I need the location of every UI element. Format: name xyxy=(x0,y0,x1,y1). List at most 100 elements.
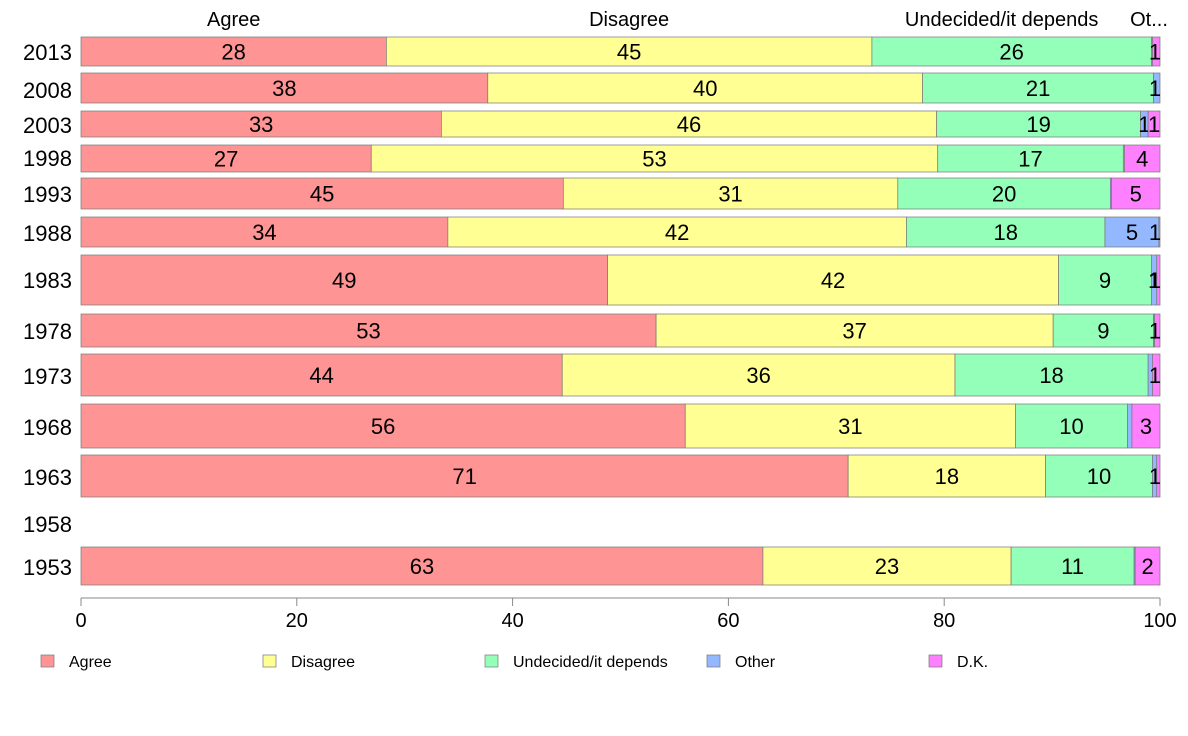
data-label: 2 xyxy=(1141,554,1153,579)
bar-segment xyxy=(80,110,442,138)
data-label: 10 xyxy=(1059,414,1083,439)
data-label: 3 xyxy=(1140,414,1152,439)
data-label: 36 xyxy=(746,363,770,388)
bar-segment xyxy=(1010,546,1135,586)
bar-segment xyxy=(80,177,564,210)
data-label: 37 xyxy=(842,319,866,344)
legend-label: Undecided/it depends xyxy=(513,654,668,671)
x-tick-label: 20 xyxy=(286,610,308,632)
legend-swatch xyxy=(40,654,55,668)
top-category-label: Ot... xyxy=(1130,9,1168,31)
data-label: 34 xyxy=(252,220,276,245)
bar-segment xyxy=(80,546,764,586)
legend-swatch xyxy=(484,654,499,668)
data-label: 17 xyxy=(1018,147,1042,172)
data-label: 40 xyxy=(693,76,717,101)
data-label: 38 xyxy=(272,76,296,101)
bar-segment xyxy=(1111,177,1161,210)
data-label: 20 xyxy=(992,182,1016,207)
data-label: 9 xyxy=(1097,319,1109,344)
data-label: 27 xyxy=(214,147,238,172)
data-label: 1 xyxy=(1138,112,1150,137)
x-tick-label: 0 xyxy=(75,610,86,632)
data-label: 1 xyxy=(1149,464,1161,489)
data-label: 18 xyxy=(1039,363,1063,388)
x-tick-label: 60 xyxy=(717,610,739,632)
data-label: 23 xyxy=(875,554,899,579)
data-label: 18 xyxy=(935,464,959,489)
bar-segment xyxy=(1147,110,1161,138)
data-label: 19 xyxy=(1026,112,1050,137)
bar-segment xyxy=(906,216,1106,248)
bar-segment xyxy=(1124,144,1161,173)
bar-segment xyxy=(937,144,1124,173)
data-label: 46 xyxy=(677,112,701,137)
data-label: 28 xyxy=(221,40,245,65)
data-label: 31 xyxy=(838,414,862,439)
data-label: 31 xyxy=(718,182,742,207)
bar-segment xyxy=(684,403,1016,449)
y-tick-label: 1968 xyxy=(23,415,72,440)
data-label: 56 xyxy=(371,414,395,439)
x-tick-label: 100 xyxy=(1143,610,1176,632)
bar-segment xyxy=(80,353,563,397)
y-tick-label: 1988 xyxy=(23,221,72,246)
y-tick-label: 1973 xyxy=(23,364,72,389)
data-label: 1 xyxy=(1149,268,1161,293)
bar-segment xyxy=(487,72,923,104)
legend-label: Agree xyxy=(69,654,112,671)
data-label: 1 xyxy=(1149,363,1161,388)
x-tick-label: 40 xyxy=(501,610,523,632)
y-tick-label: 1993 xyxy=(23,182,72,207)
bar-segment xyxy=(562,177,899,210)
bar-segment xyxy=(1127,403,1133,449)
legend-swatch xyxy=(706,654,721,668)
bar-segment xyxy=(1015,403,1128,449)
y-tick-label: 1983 xyxy=(23,268,72,293)
y-tick-label: 2003 xyxy=(23,113,72,138)
data-label: 1 xyxy=(1149,40,1161,65)
y-tick-label: 1963 xyxy=(23,465,72,490)
bar-segment xyxy=(847,454,1046,498)
bar-segment xyxy=(561,353,956,397)
bar-segment xyxy=(871,36,1152,67)
data-label: 4 xyxy=(1136,147,1148,172)
top-category-label: Disagree xyxy=(589,9,669,31)
bar-segment xyxy=(1153,72,1161,104)
data-label: 9 xyxy=(1099,268,1111,293)
y-tick-label: 1958 xyxy=(23,512,72,537)
data-label: 5 xyxy=(1126,220,1138,245)
data-label: 11 xyxy=(1061,554,1084,579)
bar-segment xyxy=(80,36,387,67)
bar-segment xyxy=(922,72,1154,104)
bar-segment xyxy=(1052,313,1154,348)
data-label: 45 xyxy=(617,40,641,65)
data-label: 18 xyxy=(993,220,1017,245)
bar-segment xyxy=(607,254,1059,306)
y-tick-label: 1978 xyxy=(23,319,72,344)
bar-segment xyxy=(936,110,1141,138)
bar-segment xyxy=(80,72,489,104)
bar-segment xyxy=(1156,454,1161,498)
data-label: 10 xyxy=(1087,464,1111,489)
bar-segment xyxy=(80,313,657,348)
data-label: 42 xyxy=(665,220,689,245)
y-tick-label: 1953 xyxy=(23,555,72,580)
bar-segment xyxy=(1131,403,1161,449)
data-label: 49 xyxy=(332,268,356,293)
data-label: 44 xyxy=(309,363,333,388)
bar-segment xyxy=(1104,216,1160,248)
bar-segment xyxy=(1134,546,1161,586)
data-label: 1 xyxy=(1149,220,1161,245)
bar-segment xyxy=(80,403,686,449)
data-label: 71 xyxy=(452,464,476,489)
bar-segment xyxy=(370,144,939,173)
x-tick-label: 80 xyxy=(933,610,955,632)
data-label: 1 xyxy=(1149,76,1161,101)
legend-label: D.K. xyxy=(957,654,988,671)
bar-segment xyxy=(954,353,1149,397)
data-label: 63 xyxy=(410,554,434,579)
data-label: 53 xyxy=(356,319,380,344)
bar-segment xyxy=(1058,254,1152,306)
bar-segment xyxy=(1158,216,1161,248)
